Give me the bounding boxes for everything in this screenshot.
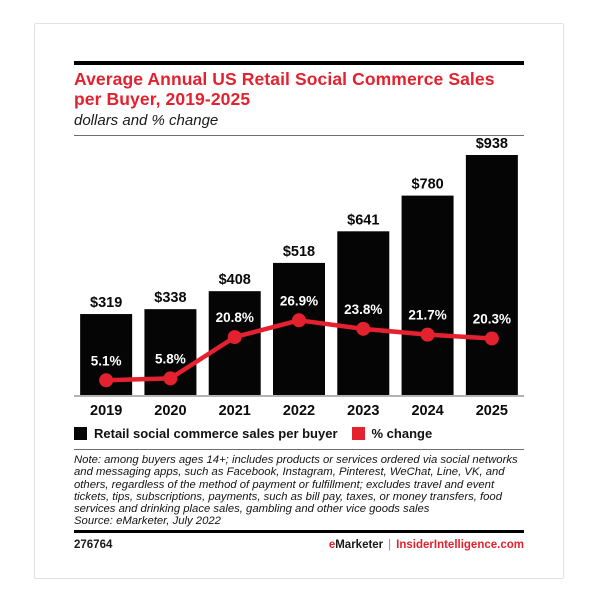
chart-id: 276764 — [74, 538, 113, 551]
chart-content: Average Annual US Retail Social Commerce… — [74, 61, 524, 551]
subtitle-rule — [74, 135, 524, 136]
pct-label-2025: 20.3% — [473, 311, 511, 326]
footer-bar: 276764 eMarketer | InsiderIntelligence.com — [74, 539, 524, 551]
legend-item-line: % change — [351, 426, 433, 441]
bar-2024 — [401, 195, 454, 396]
pct-label-2024: 21.7% — [408, 308, 446, 323]
year-label-2024: 2024 — [411, 403, 443, 419]
line-legend-label: % change — [371, 426, 433, 441]
brand-emarketer-e: e — [328, 538, 336, 551]
pct-marker-2019 — [99, 373, 114, 388]
pct-label-2023: 23.8% — [344, 302, 382, 317]
year-label-2025: 2025 — [476, 403, 508, 419]
pct-marker-2021 — [227, 330, 242, 345]
line-legend-swatch — [351, 427, 365, 440]
note-rule — [74, 449, 524, 450]
chart-canvas: $319 $338 $408 $518 $641 $780 $938 5.1% 5.8% 20.8… — [74, 138, 524, 419]
pct-label-2022: 26.9% — [280, 293, 318, 308]
brand-site-link: InsiderIntelligence.com — [396, 538, 524, 551]
bar-2022 — [273, 262, 325, 396]
brand-separator: | — [388, 538, 392, 551]
chart-subtitle: dollars and % change — [74, 112, 219, 129]
pct-marker-2025 — [484, 331, 499, 346]
pct-label-2021: 20.8% — [216, 310, 254, 325]
year-label-2020: 2020 — [154, 403, 186, 419]
footer-rule — [74, 529, 524, 533]
bar-value-label-2024: $780 — [411, 177, 443, 193]
top-rule — [74, 61, 524, 65]
year-label-2019: 2019 — [90, 403, 122, 419]
bars-legend-swatch — [74, 427, 87, 440]
brand-emarketer-rest: Marketer — [335, 538, 384, 551]
year-label-2022: 2022 — [283, 403, 315, 419]
pct-marker-2024 — [420, 327, 435, 342]
source-text: Source: eMarketer, July 2022 — [74, 515, 221, 528]
bar-value-label-2022: $518 — [283, 244, 315, 260]
legend-item-bars: Retail social commerce sales per buyer — [74, 426, 338, 441]
bar-value-label-2025: $938 — [476, 138, 508, 152]
brand-links: eMarketer | InsiderIntelligence.com — [329, 539, 524, 551]
chart-card: Average Annual US Retail Social Commerce… — [34, 23, 564, 579]
pct-label-2019: 5.1% — [91, 353, 122, 368]
bar-value-label-2021: $408 — [219, 272, 251, 288]
year-label-2021: 2021 — [219, 403, 251, 419]
chart-title: Average Annual US Retail Social Commerce… — [74, 69, 495, 109]
bar-line-chart: $319 $338 $408 $518 $641 $780 $938 5.1% 5.8% 20.8… — [74, 138, 524, 422]
bar-value-label-2023: $641 — [347, 212, 379, 228]
footnote: Note: among buyers ages 14+; includes pr… — [74, 454, 524, 528]
bars-legend-label: Retail social commerce sales per buyer — [94, 426, 338, 441]
pct-label-2020: 5.8% — [155, 351, 186, 366]
pct-marker-2023 — [356, 321, 371, 336]
year-label-2023: 2023 — [347, 403, 379, 419]
bar-2025 — [465, 155, 518, 396]
bar-2023 — [337, 231, 390, 396]
pct-marker-2020 — [163, 371, 178, 386]
footnote-text: Note: among buyers ages 14+; includes pr… — [74, 454, 518, 516]
bar-value-label-2019: $319 — [90, 295, 122, 311]
bar-value-label-2020: $338 — [154, 290, 186, 306]
pct-marker-2022 — [292, 313, 306, 328]
legend: Retail social commerce sales per buyer %… — [74, 426, 524, 441]
